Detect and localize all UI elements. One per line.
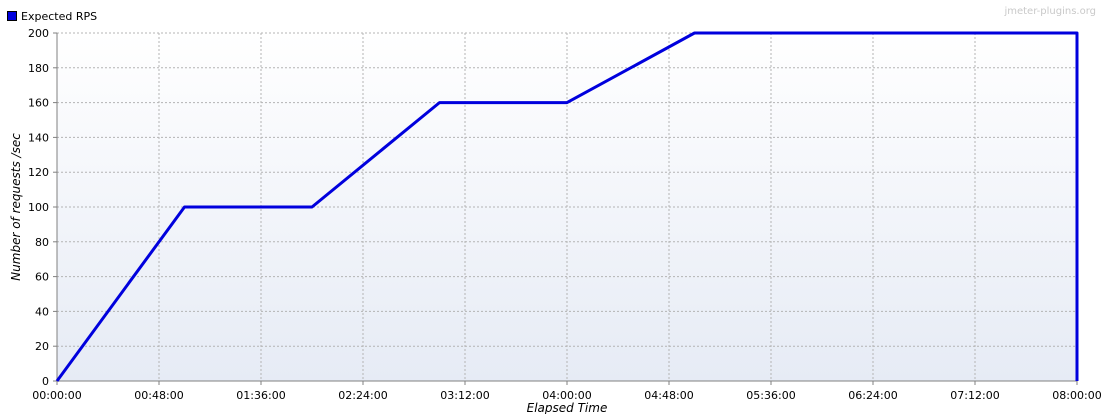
x-tick-label: 01:36:00 xyxy=(236,389,285,402)
y-tick-label: 20 xyxy=(35,340,49,353)
y-tick-label: 40 xyxy=(35,305,49,318)
x-tick-label: 00:48:00 xyxy=(134,389,183,402)
y-tick-label: 160 xyxy=(28,97,49,110)
watermark: jmeter-plugins.org xyxy=(1004,6,1096,17)
y-tick-label: 60 xyxy=(35,271,49,284)
series-line xyxy=(55,31,1079,382)
y-tick-label: 200 xyxy=(28,27,49,40)
x-tick-label: 04:48:00 xyxy=(644,389,693,402)
x-axis-title: Elapsed Time xyxy=(527,401,608,414)
y-tick-label: 120 xyxy=(28,166,49,179)
x-tick-label: 08:00:00 xyxy=(1052,389,1101,402)
x-tick-label: 05:36:00 xyxy=(746,389,795,402)
legend-swatch xyxy=(7,11,17,21)
y-tick-label: 140 xyxy=(28,131,49,144)
x-tick-label: 06:24:00 xyxy=(848,389,897,402)
y-tick-label: 180 xyxy=(28,62,49,75)
x-tick-label: 02:24:00 xyxy=(338,389,387,402)
x-tick-label: 07:12:00 xyxy=(950,389,999,402)
legend-label: Expected RPS xyxy=(21,9,98,23)
y-tick-label: 100 xyxy=(28,201,49,214)
x-tick-label: 04:00:00 xyxy=(542,389,591,402)
x-tick-label: 03:12:00 xyxy=(440,389,489,402)
y-tick-label: 0 xyxy=(42,375,49,388)
x-tick-label: 00:00:00 xyxy=(32,389,81,402)
y-tick-label: 80 xyxy=(35,236,49,249)
chart-legend: Expected RPS xyxy=(7,9,97,23)
y-axis-title: Number of requests /sec xyxy=(9,133,23,281)
